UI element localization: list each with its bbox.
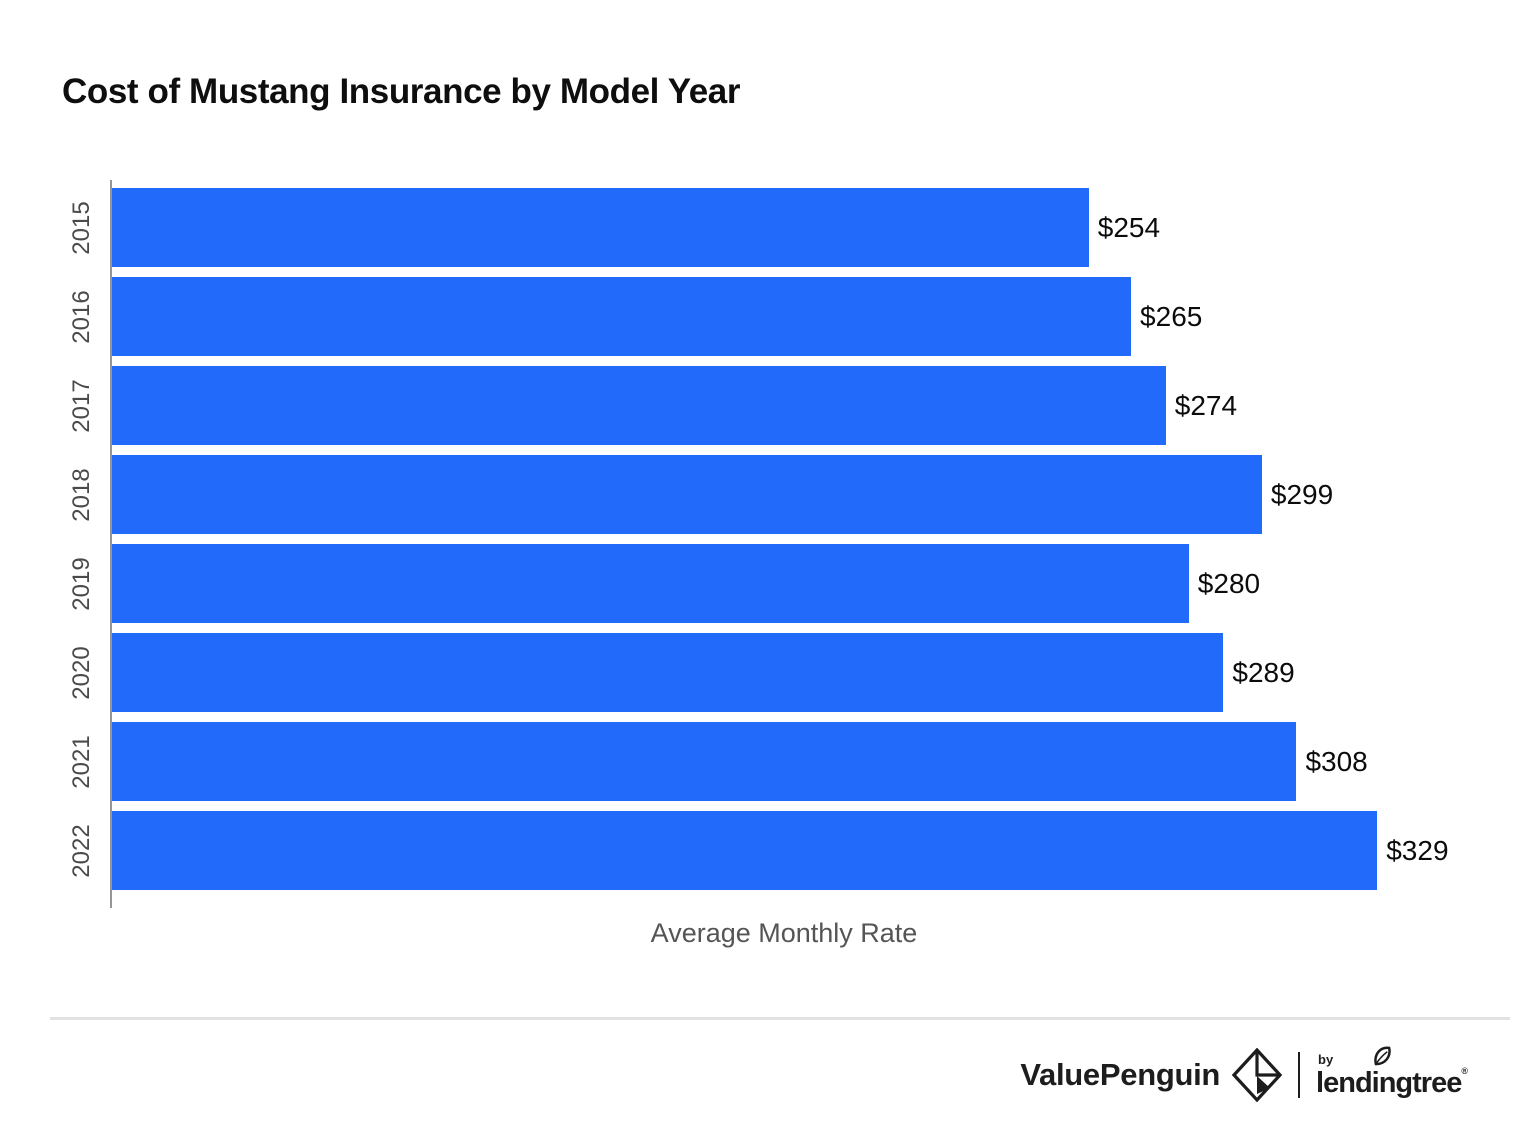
bar-value-label: $280	[1197, 567, 1261, 599]
byline-text: by	[1318, 1051, 1334, 1067]
y-axis-tick-label: 2022	[68, 823, 95, 878]
leaf-icon	[1372, 1044, 1394, 1067]
bar-2017	[112, 366, 1166, 445]
bar-value-label: $308	[1305, 745, 1368, 777]
valuepenguin-logo-icon	[1232, 1048, 1283, 1102]
bar-2019	[112, 544, 1189, 623]
logo-separator	[1298, 1052, 1301, 1098]
plot-area: 2015 $254 2016 $265 2017 $274 2018 $299 …	[68, 180, 1458, 908]
bar-2018	[112, 455, 1262, 534]
y-axis-tick-label: 2016	[68, 289, 95, 344]
bar-row: 2015 $254	[68, 188, 1458, 267]
bar-value-label: $274	[1174, 389, 1238, 421]
registered-mark: ®	[1461, 1065, 1468, 1076]
bar-2016	[112, 277, 1132, 356]
bar-row: 2017 $274	[68, 366, 1458, 445]
y-axis-tick-label: 2021	[68, 734, 95, 789]
bar-value-label: $265	[1140, 300, 1203, 332]
bar-value-label: $254	[1097, 211, 1161, 243]
valuepenguin-logo-text: ValuePenguin	[1020, 1057, 1221, 1092]
chart-title: Cost of Mustang Insurance by Model Year	[62, 72, 741, 111]
y-axis-tick-label: 2018	[68, 467, 95, 522]
y-axis-tick-label: 2015	[68, 200, 95, 255]
y-axis-tick-label: 2019	[68, 556, 95, 611]
bar-value-label: $289	[1232, 656, 1295, 688]
bar-row: 2019 $280	[68, 544, 1458, 623]
bar-2021	[112, 722, 1297, 801]
footer-logo: ValuePenguin by lendingtree®	[1020, 1044, 1468, 1102]
bar-value-label: $299	[1270, 478, 1334, 510]
bar-row: 2022 $329	[68, 811, 1458, 890]
lendingtree-logo: by lendingtree®	[1316, 1044, 1468, 1099]
bar-2015	[112, 188, 1089, 267]
bar-row: 2018 $299	[68, 455, 1458, 534]
footer-divider	[50, 1017, 1510, 1020]
x-axis-label: Average Monthly Rate	[650, 918, 918, 948]
bar-row: 2020 $289	[68, 633, 1458, 712]
lendingtree-logo-text: lendingtree®	[1316, 1065, 1468, 1099]
bar-2022	[112, 811, 1378, 890]
y-axis-tick-label: 2017	[68, 378, 95, 433]
bar-row: 2016 $265	[68, 277, 1458, 356]
bar-2020	[112, 633, 1224, 712]
y-axis-tick-label: 2020	[68, 645, 95, 700]
bar-row: 2021 $308	[68, 722, 1458, 801]
bar-value-label: $329	[1386, 834, 1449, 866]
